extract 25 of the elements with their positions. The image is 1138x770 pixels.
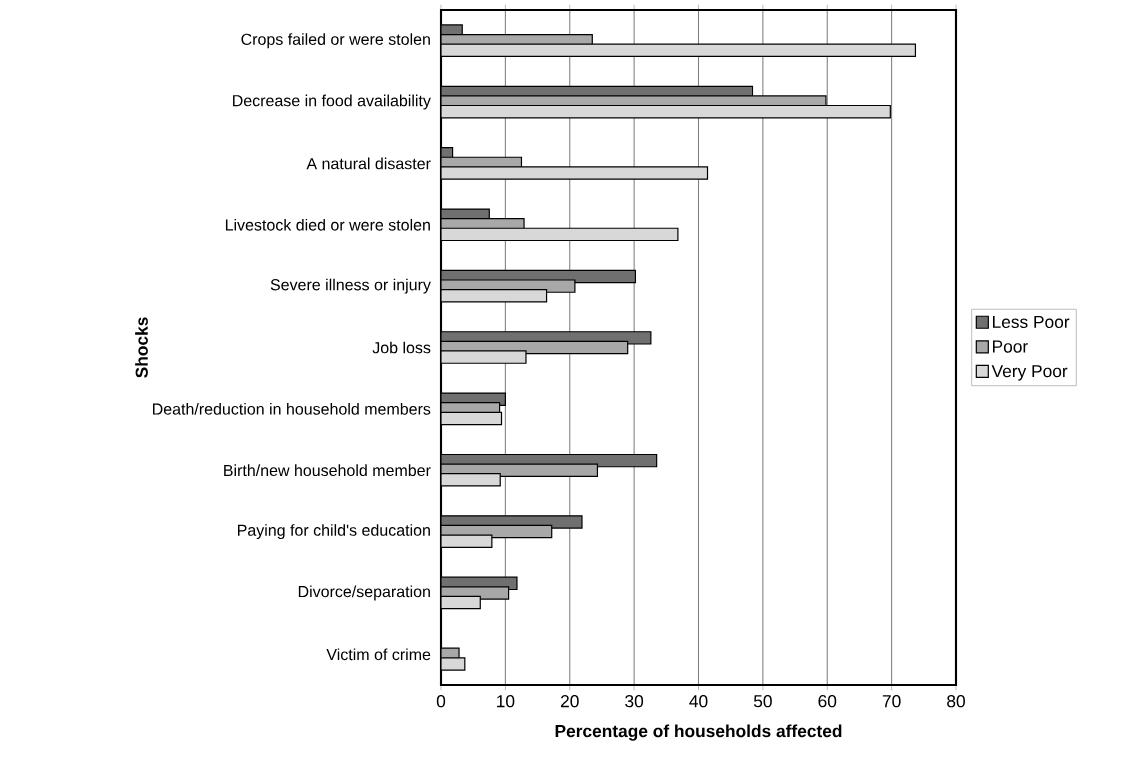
y-tick-label: Crops failed or were stolen — [241, 33, 430, 49]
x-tick-label: 40 — [689, 695, 708, 708]
legend-label: Less Poor — [993, 315, 1070, 329]
x-tick-label: 70 — [882, 695, 901, 708]
y-tick-label: A natural disaster — [306, 157, 431, 170]
y-tick-label: Paying for child's education — [238, 524, 430, 540]
y-tick-label: Livestock died or were stolen — [225, 218, 430, 231]
x-tick-label: 50 — [753, 695, 772, 708]
legend-label: Very Poor — [991, 365, 1068, 381]
y-tick-label: Job loss — [372, 341, 431, 354]
x-tick-label: 30 — [625, 695, 644, 708]
x-tick-label: 0 — [436, 695, 446, 708]
x-tick-label: 20 — [560, 695, 579, 708]
y-tick-label: Decrease in food availability — [233, 94, 431, 110]
y-tick-label: Severe illness or injury — [270, 278, 431, 294]
x-axis-title: Percentage of households affected — [555, 724, 842, 741]
y-tick-label: Death/reduction in household members — [153, 402, 431, 415]
y-axis-title: Shocks — [135, 317, 148, 378]
y-tick-label: Birth/new household member — [224, 464, 431, 477]
x-tick-label: 10 — [497, 695, 515, 708]
legend-label: Poor — [993, 340, 1028, 353]
x-tick-label: 60 — [818, 695, 837, 708]
y-tick-label: Victim of crime — [326, 648, 431, 661]
y-tick-label: Divorce/separation — [298, 585, 430, 601]
x-tick-label: 80 — [947, 695, 965, 708]
